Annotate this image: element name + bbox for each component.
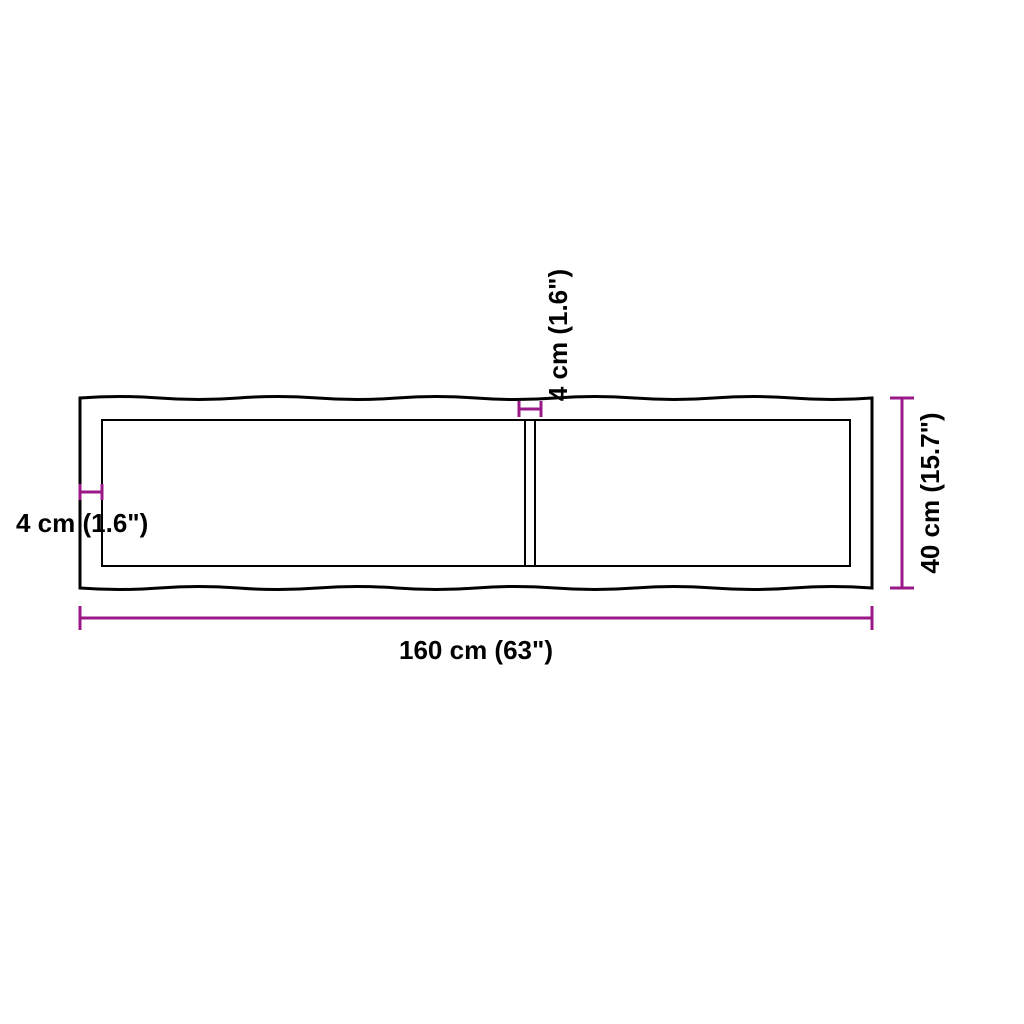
dim-left-frame-label: 4 cm (1.6") — [16, 508, 148, 538]
shelf-inner-rect — [102, 420, 850, 566]
dim-center-frame-label: 4 cm (1.6") — [543, 269, 573, 401]
dim-width-label: 160 cm (63") — [399, 635, 553, 665]
dim-height-label: 40 cm (15.7") — [915, 412, 945, 573]
shelf-outline — [80, 397, 872, 590]
